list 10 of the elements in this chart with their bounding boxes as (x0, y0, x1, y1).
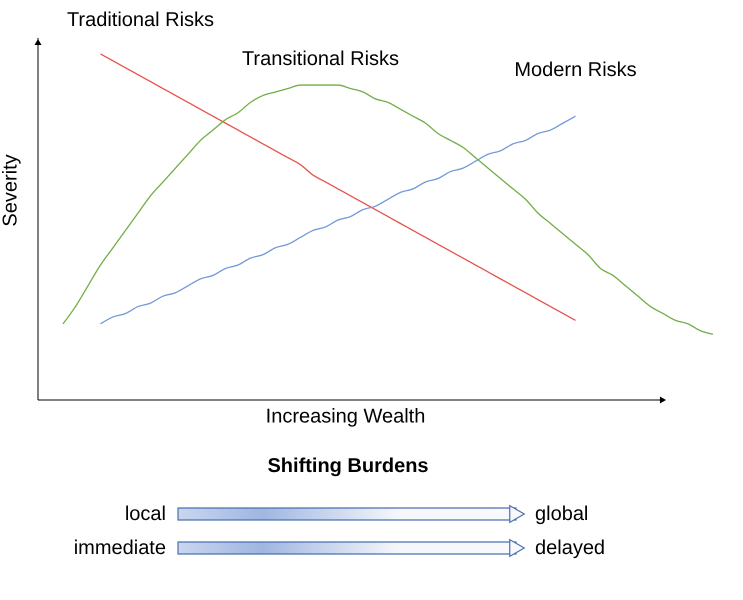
text: delayed (535, 537, 606, 559)
x-axis-title: Increasing Wealth (266, 406, 426, 428)
text: Modern Risks (514, 59, 637, 82)
series-label: Transitional Risks (242, 48, 400, 70)
text: local (124, 503, 166, 525)
text: Shifting Burdens (267, 455, 429, 477)
text: immediate (74, 537, 166, 559)
text: Traditional Risks (66, 8, 214, 31)
text: global (535, 503, 588, 525)
y-axis-title: Severity (0, 154, 22, 227)
